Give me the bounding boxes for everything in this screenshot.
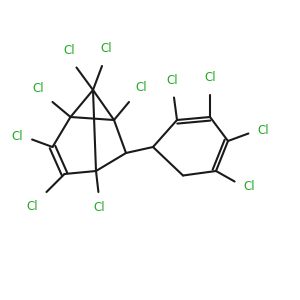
Text: Cl: Cl: [11, 130, 23, 142]
Text: Cl: Cl: [33, 82, 44, 95]
Text: Cl: Cl: [204, 71, 216, 84]
Text: Cl: Cl: [94, 202, 105, 214]
Text: Cl: Cl: [167, 74, 178, 87]
Text: Cl: Cl: [136, 81, 147, 94]
Text: Cl: Cl: [258, 124, 269, 136]
Text: Cl: Cl: [243, 180, 255, 193]
Text: Cl: Cl: [63, 44, 75, 57]
Text: Cl: Cl: [100, 42, 112, 55]
Text: Cl: Cl: [27, 200, 38, 213]
